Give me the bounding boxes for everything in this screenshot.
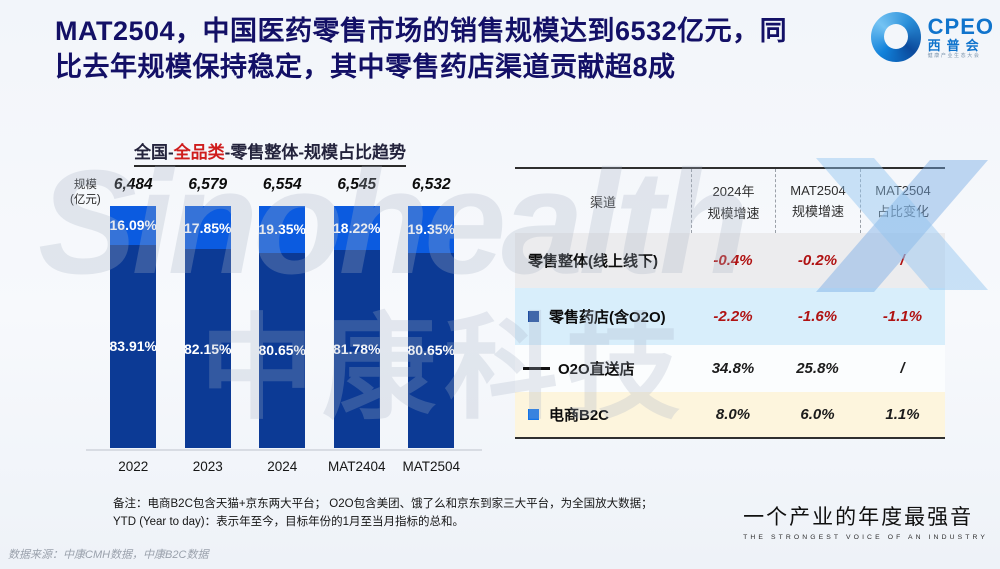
value-cell: -0.4% (713, 252, 753, 269)
cpeo-logo-name: CPEO (927, 13, 994, 39)
page-title: MAT2504，中国医药零售市场的销售规模达到6532亿元，同 比去年规模保持稳… (55, 14, 883, 85)
header-text: 占比变化 (876, 203, 929, 219)
x-axis-label: MAT2404 (327, 459, 386, 474)
channel-name: 零售整体(线上线下) (528, 253, 658, 270)
channel-cell: O2O直送店 (515, 345, 691, 392)
bar-segment-lower-segment: 82.15% (184, 249, 232, 448)
channel-cell: 零售整体(线上线下) (515, 233, 691, 288)
channel-table-body: 零售整体(线上线下) -0.4% -0.2% / 零售药店(含O2O) -2.2% -1.6… (515, 233, 945, 437)
x-axis-label: 2022 (118, 459, 149, 474)
value-cell: 1.1% (885, 406, 920, 423)
bar-group-2023: 6,579 17.85% 82.15% 2023 (171, 172, 246, 474)
cpeo-logo-text: CPEO 西普会 健康产业生态大会 (927, 13, 994, 60)
bars-row: 6,484 16.09% 83.91% 2022 6,579 17.85% 82.15% 20… (96, 172, 469, 474)
bar-stack: 16.09% 83.91% (110, 206, 157, 448)
chart-title-suffix: -零售整体-规模占比趋势 (224, 143, 406, 162)
legend-square-dark-icon (528, 311, 539, 322)
y-axis-unit-label: 规模 (亿元) (70, 178, 101, 208)
header-text: MAT2504 (790, 182, 846, 198)
y-axis-unit-line1: 规模 (73, 179, 97, 191)
value-cell: -0.2% (797, 252, 838, 269)
channel-cell: 电商B2C (515, 392, 691, 437)
x-axis-label: 2024 (267, 459, 298, 474)
chart-title-prefix: 全国- (134, 143, 174, 162)
x-axis-label: 2023 (192, 459, 223, 474)
brand-slogan: 一个产业的年度最强音 THE STRONGEST VOICE OF AN IND… (743, 501, 988, 541)
value-cell: 34.8% (711, 360, 755, 377)
bar-stack: 17.85% 82.15% (184, 206, 232, 448)
bar-stack: 19.35% 80.65% (259, 206, 306, 448)
brand-slogan-cn: 一个产业的年度最强音 (743, 506, 974, 529)
value-cell: 25.8% (796, 360, 839, 377)
bar-total-label: 6,554 (262, 176, 302, 193)
bar-segment-upper-segment: 17.85% (184, 206, 232, 250)
legend-line-icon (523, 367, 550, 370)
value-cell: / (900, 252, 905, 269)
cpeo-swirl-icon (870, 12, 921, 62)
data-source: 数据来源：中康CMH数据，中康B2C数据 (8, 549, 209, 561)
table-row-4: 电商B2C 8.0% 6.0% 1.1% (515, 392, 945, 437)
bar-segment-lower-segment: 83.91% (110, 244, 157, 448)
page-title-line-1: MAT2504，中国医药零售市场的销售规模达到6532亿元，同 (55, 16, 788, 46)
header-cell-mat2504-share-change: MAT2504 占比变化 (860, 169, 945, 233)
bar-group-2024: 6,554 19.35% 80.65% 2024 (245, 172, 320, 474)
chart-title: 全国-全品类-零售整体-规模占比趋势 (60, 138, 480, 167)
header-cell-mat2504-growth: MAT2504 规模增速 (775, 169, 860, 233)
table-row-3: O2O直送店 34.8% 25.8% / (515, 345, 945, 392)
legend-square-bright-icon (528, 409, 539, 420)
chart-title-highlight: 全品类 (173, 143, 225, 162)
value-cell: 8.0% (715, 406, 751, 423)
header-text: 2024年 (712, 183, 755, 199)
x-axis-line (86, 449, 482, 451)
channel-cell: 零售药店(含O2O) (515, 288, 691, 345)
bar-segment-upper-segment: 19.35% (259, 206, 306, 253)
cpeo-logo-cn: 西普会 (927, 37, 985, 53)
value-cell: -1.6% (797, 308, 838, 325)
bar-segment-upper-segment: 16.09% (110, 206, 157, 245)
header-cell-channel: 渠道 (515, 169, 691, 233)
channel-table-header: 渠道 2024年 规模增速 MAT2504 规模增速 MAT2504 占比变化 (515, 169, 945, 233)
value-cell: -2.2% (713, 308, 753, 325)
bar-group-MAT2504: 6,532 19.35% 80.65% MAT2504 (394, 172, 469, 474)
header-text: MAT2504 (875, 182, 931, 198)
channel-name: 零售药店(含O2O) (549, 309, 666, 326)
brand-slogan-en: THE STRONGEST VOICE OF AN INDUSTRY (743, 534, 988, 541)
bar-segment-upper-segment: 18.22% (333, 206, 381, 251)
value-cell: 6.0% (800, 406, 835, 423)
channel-name: O2O直送店 (558, 361, 635, 378)
y-axis-unit-line2: (亿元) (70, 193, 101, 206)
bar-segment-lower-segment: 80.65% (259, 252, 306, 448)
footnote-line-1: 备注：电商B2C包含天猫+京东两大平台； O2O包含美团、饿了么和京东到家三大平… (113, 498, 653, 510)
bar-segment-upper-segment: 19.35% (408, 206, 455, 253)
footnote-line-2: YTD (Year to day)：表示年至今，目标年份的1月至当月指标的总和。 (113, 515, 465, 528)
value-cell: / (900, 360, 905, 377)
header-text: 规模增速 (707, 205, 760, 221)
page-title-line-2: 比去年规模保持稳定，其中零售药店渠道贡献超8成 (55, 51, 676, 82)
bar-total-label: 6,579 (188, 176, 228, 193)
channel-table: 渠道 2024年 规模增速 MAT2504 规模增速 MAT2504 占比变化 … (515, 167, 945, 439)
bar-group-2022: 6,484 16.09% 83.91% 2022 (96, 172, 171, 474)
bar-segment-lower-segment: 80.65% (408, 252, 455, 448)
bar-stack: 19.35% 80.65% (408, 206, 455, 448)
bar-stack: 18.22% 81.78% (333, 206, 381, 448)
stacked-bar-chart: 全国-全品类-零售整体-规模占比趋势 规模 (亿元) 6,484 16.09% 83… (60, 138, 482, 483)
bar-total-label: 6,484 (113, 176, 153, 193)
bar-group-MAT2404: 6,545 18.22% 81.78% MAT2404 (320, 172, 395, 474)
header-text: 渠道 (589, 194, 616, 210)
table-row-1: 零售整体(线上线下) -0.4% -0.2% / (515, 233, 945, 288)
table-row-2: 零售药店(含O2O) -2.2% -1.6% -1.1% (515, 288, 945, 345)
header-text: 规模增速 (791, 203, 844, 219)
bar-total-label: 6,532 (411, 176, 451, 193)
bar-segment-lower-segment: 81.78% (333, 250, 381, 448)
cpeo-logo: CPEO 西普会 健康产业生态大会 (870, 12, 994, 62)
x-axis-label: MAT2504 (402, 459, 461, 474)
value-cell: -1.1% (882, 308, 923, 325)
footnotes: 备注：电商B2C包含天猫+京东两大平台； O2O包含美团、饿了么和京东到家三大平… (113, 496, 675, 532)
channel-name: 电商B2C (549, 407, 610, 424)
cpeo-logo-tagline: 健康产业生态大会 (927, 53, 981, 60)
bar-total-label: 6,545 (337, 176, 377, 193)
header-cell-2024-growth: 2024年 规模增速 (691, 169, 775, 233)
